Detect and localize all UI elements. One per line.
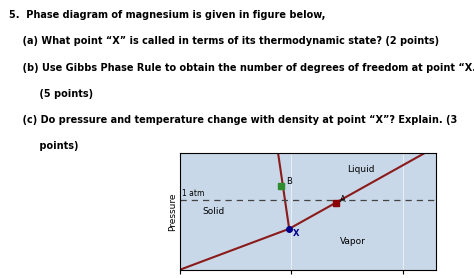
Text: points): points)	[9, 142, 79, 152]
Text: 1 atm: 1 atm	[182, 189, 205, 198]
Text: (c) Do pressure and temperature change with density at point “X”? Explain. (3: (c) Do pressure and temperature change w…	[9, 115, 458, 125]
Text: Solid: Solid	[202, 207, 225, 216]
Y-axis label: Pressure: Pressure	[168, 192, 177, 230]
Text: X: X	[292, 229, 299, 238]
Text: (5 points): (5 points)	[9, 89, 93, 99]
Text: Vapor: Vapor	[340, 237, 366, 246]
Text: Liquid: Liquid	[347, 165, 374, 173]
Text: 5.  Phase diagram of magnesium is given in figure below,: 5. Phase diagram of magnesium is given i…	[9, 10, 326, 20]
Text: (a) What point “X” is called in terms of its thermodynamic state? (2 points): (a) What point “X” is called in terms of…	[9, 36, 439, 46]
Text: (b) Use Gibbs Phase Rule to obtain the number of degrees of freedom at point “X.: (b) Use Gibbs Phase Rule to obtain the n…	[9, 63, 474, 73]
Text: A: A	[340, 195, 346, 204]
Text: B: B	[286, 177, 292, 187]
